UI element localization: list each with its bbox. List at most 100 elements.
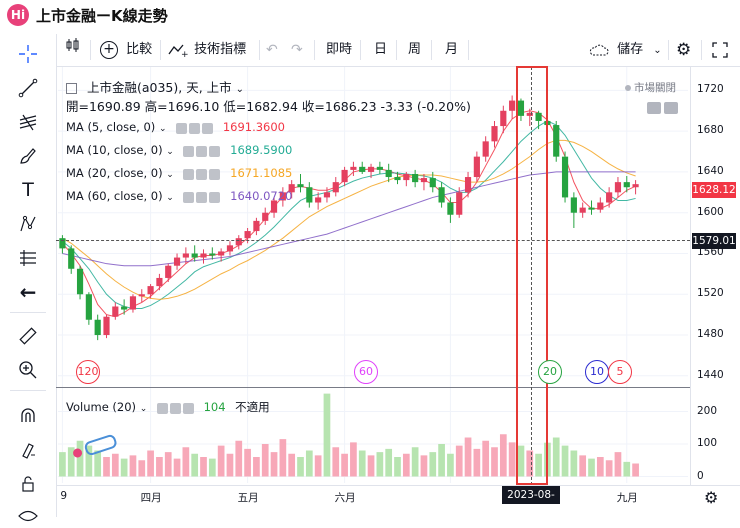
candle-body	[403, 173, 410, 181]
ma-legend-5[interactable]: MA (5, close, 0) ⌄ 1691.3600	[66, 120, 285, 135]
watermark-logo	[71, 433, 118, 460]
candle-body	[464, 177, 472, 193]
volume-bar	[279, 439, 287, 477]
volume-bar	[455, 445, 463, 477]
lock-icon[interactable]	[14, 472, 42, 496]
candle-body	[429, 178, 436, 188]
chevron-down-icon: ⌄	[166, 147, 174, 157]
volume-bar	[341, 453, 348, 477]
chart-type-icon[interactable]	[66, 34, 80, 66]
cloud-icon	[589, 42, 613, 57]
volume-bar	[552, 437, 560, 477]
volume-legend[interactable]: Volume (20) ⌄ 104 不適用	[66, 399, 270, 415]
svg-text:+: +	[181, 50, 188, 57]
axis-settings-gear-icon[interactable]: ⚙	[704, 488, 719, 507]
settings-gear-icon[interactable]: ⚙	[676, 40, 692, 60]
ma-label: MA (10, close, 0)	[66, 143, 163, 157]
time-tick-label: 四月	[140, 492, 162, 504]
volume-bar	[588, 458, 595, 477]
candle-body	[218, 251, 225, 256]
ma-visibility-icons[interactable]	[183, 144, 222, 158]
eye-icon[interactable]	[14, 504, 42, 528]
horizontal-ray[interactable]	[56, 240, 690, 241]
volume-bar	[570, 450, 578, 477]
ma-visibility-icons[interactable]	[183, 190, 222, 204]
brush-icon[interactable]	[14, 144, 42, 168]
ma-value: 1689.5900	[230, 143, 293, 157]
app-title: 上市金融ーK線走勢	[36, 7, 168, 25]
period-circle-5[interactable]: 5	[608, 360, 632, 384]
volume-bar	[402, 453, 410, 477]
undo-icon[interactable]: ↶	[266, 42, 278, 58]
chevron-down-icon: ⌄	[235, 84, 245, 95]
ma-line-ma60	[62, 171, 636, 267]
ma-legend-60[interactable]: MA (60, close, 0) ⌄ 1640.0720	[66, 189, 292, 204]
volume-bar	[614, 452, 622, 477]
zoom-in-icon[interactable]	[14, 358, 42, 382]
volume-bar	[358, 450, 366, 477]
candle-body	[253, 220, 260, 232]
volume-bar	[226, 453, 234, 477]
magnet-icon[interactable]	[14, 404, 42, 428]
volume-bar	[305, 450, 313, 477]
redo-icon[interactable]: ↷	[291, 42, 303, 58]
crosshair-icon[interactable]	[14, 42, 42, 66]
volume-bar	[261, 444, 269, 477]
month-button[interactable]: 月	[445, 42, 459, 57]
volume-label: Volume (20)	[66, 400, 137, 414]
period-circle-10[interactable]: 10	[585, 360, 609, 384]
ma-label: MA (20, close, 0)	[66, 166, 163, 180]
compare-button[interactable]: + 比較	[100, 34, 152, 66]
fullscreen-icon[interactable]	[712, 34, 728, 66]
week-button[interactable]: 周	[408, 42, 422, 57]
volume-bar	[376, 452, 384, 477]
crosshair-date-tag: 2023-08-08	[502, 486, 560, 519]
volume-bar	[596, 457, 604, 477]
ma-visibility-icons[interactable]	[176, 121, 215, 135]
price-tick-label: 1440	[697, 368, 724, 381]
ma-visibility-icons[interactable]	[183, 167, 222, 181]
period-circle-60[interactable]: 60	[354, 360, 378, 384]
legend-collapse-icon[interactable]	[647, 102, 661, 114]
status-dot-icon	[625, 85, 631, 91]
symbol-legend[interactable]: 上市金融(a035), 天, 上市 ⌄	[66, 77, 244, 96]
realtime-button[interactable]: 即時	[326, 42, 353, 57]
collapse-icon[interactable]	[66, 83, 77, 94]
ma-legend-10[interactable]: MA (10, close, 0) ⌄ 1689.5900	[66, 143, 292, 158]
candle-body	[509, 100, 516, 111]
ma-legend-20[interactable]: MA (20, close, 0) ⌄ 1671.1085	[66, 166, 292, 181]
pane-divider[interactable]	[56, 387, 690, 388]
candle-body	[482, 141, 489, 157]
period-circle-120[interactable]: 120	[76, 360, 100, 384]
back-arrow-icon[interactable]: ←	[19, 280, 37, 304]
volume-bar	[208, 458, 216, 477]
volume-bar	[323, 393, 331, 477]
forecast-icon[interactable]	[14, 246, 42, 270]
pitchfork-icon[interactable]	[14, 110, 42, 134]
legend-more-icon[interactable]	[664, 102, 678, 114]
volume-na: 不適用	[235, 400, 270, 414]
moving-average-lines	[62, 110, 636, 318]
candle-body	[226, 245, 234, 252]
volume-bar	[297, 457, 304, 477]
text-tool-icon[interactable]: T	[22, 179, 34, 201]
candle-body	[632, 184, 639, 188]
ruler-icon[interactable]	[14, 324, 42, 348]
day-button[interactable]: 日	[374, 42, 388, 57]
ma-label: MA (60, close, 0)	[66, 189, 163, 203]
pattern-icon[interactable]	[14, 212, 42, 236]
candle-body	[606, 192, 613, 203]
indicators-button[interactable]: + 技術指標	[168, 34, 246, 66]
volume-visibility-icons[interactable]	[156, 401, 196, 415]
chevron-down-icon: ⌄	[653, 45, 662, 56]
price-tick-label: 1520	[697, 287, 724, 300]
trend-line-icon[interactable]	[14, 76, 42, 100]
save-button[interactable]: 儲存 ⌄	[589, 34, 662, 66]
save-label: 儲存	[617, 42, 644, 57]
lock-drawing-icon[interactable]	[14, 438, 42, 462]
market-status: 市場關閉	[625, 80, 676, 95]
period-circle-20[interactable]: 20	[538, 360, 562, 384]
volume-bar	[438, 444, 445, 477]
compare-label: 比較	[126, 42, 153, 57]
volume-bar	[623, 461, 631, 477]
